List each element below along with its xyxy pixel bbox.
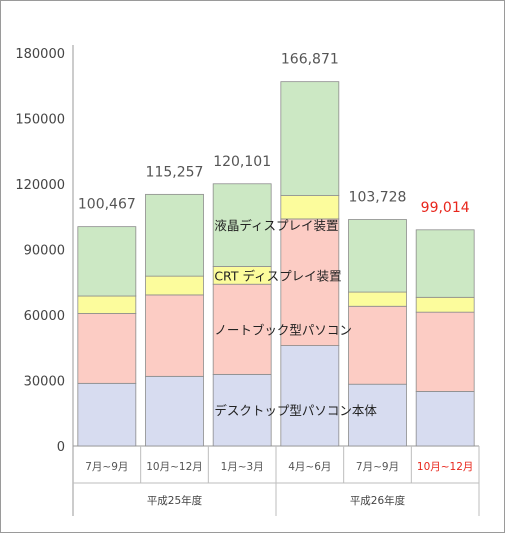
bar-segment	[145, 375, 204, 447]
bar-segment	[145, 294, 204, 377]
bar-segment	[77, 313, 137, 384]
bar-segment	[415, 311, 475, 392]
y-tick-label: 30000	[24, 375, 65, 390]
series-label: 液晶ディスプレイ装置	[214, 218, 338, 233]
bar-segment	[348, 291, 407, 307]
series-label: ノートブック型パソコン	[214, 322, 352, 337]
x-tick-label: 1月~3月	[221, 461, 264, 473]
x-tick-label: 7月~9月	[356, 461, 399, 473]
y-tick-label: 90000	[24, 244, 65, 259]
series-label: デスクトップ型パソコン本体	[214, 403, 377, 418]
bar-total-label: 120,101	[213, 154, 271, 170]
y-tick-label: 150000	[15, 113, 65, 128]
bar-segment	[145, 275, 204, 296]
bar-segment	[348, 305, 407, 385]
bar-segment	[77, 382, 137, 447]
group-label: 平成26年度	[350, 494, 406, 507]
bar-segment	[280, 195, 340, 220]
y-tick-label: 120000	[15, 178, 65, 193]
y-tick-label: 60000	[24, 309, 65, 324]
bar-segment	[280, 345, 340, 447]
bar-segment	[415, 229, 475, 298]
bar-total-label: 166,871	[281, 52, 339, 68]
bar-segment	[77, 295, 137, 314]
labels-group: 0 30000 60000 90000 120000 150000 180000 100,46…	[15, 47, 473, 507]
bar-segment	[280, 218, 340, 346]
bars-group	[77, 81, 475, 447]
bar-segment	[212, 283, 272, 375]
x-tick-label: 10月~12月	[146, 461, 203, 473]
x-tick-label: 7月~9月	[85, 461, 128, 473]
bar-segment	[212, 183, 272, 267]
bar-total-label: 115,257	[146, 164, 204, 180]
series-label: CRT ディスプレイ装置	[214, 268, 341, 283]
bar-segment	[77, 226, 137, 297]
bar-segment	[145, 193, 204, 277]
bar-segment	[280, 81, 340, 196]
x-tick-label: 4月~6月	[288, 461, 331, 473]
axis-group	[72, 45, 480, 516]
bar-total-label: 100,467	[78, 197, 136, 213]
bar-total-label: 99,014	[421, 200, 470, 216]
bar-segment	[415, 296, 475, 313]
y-tick-label: 180000	[15, 47, 65, 62]
bar-segment	[348, 383, 407, 447]
bar-segment	[348, 219, 407, 293]
x-tick-label: 10月~12月	[417, 461, 474, 473]
y-tick-label: 0	[57, 440, 65, 455]
bar-total-label: 103,728	[349, 190, 407, 206]
bar-segment	[415, 391, 475, 447]
group-label: 平成25年度	[147, 494, 203, 507]
